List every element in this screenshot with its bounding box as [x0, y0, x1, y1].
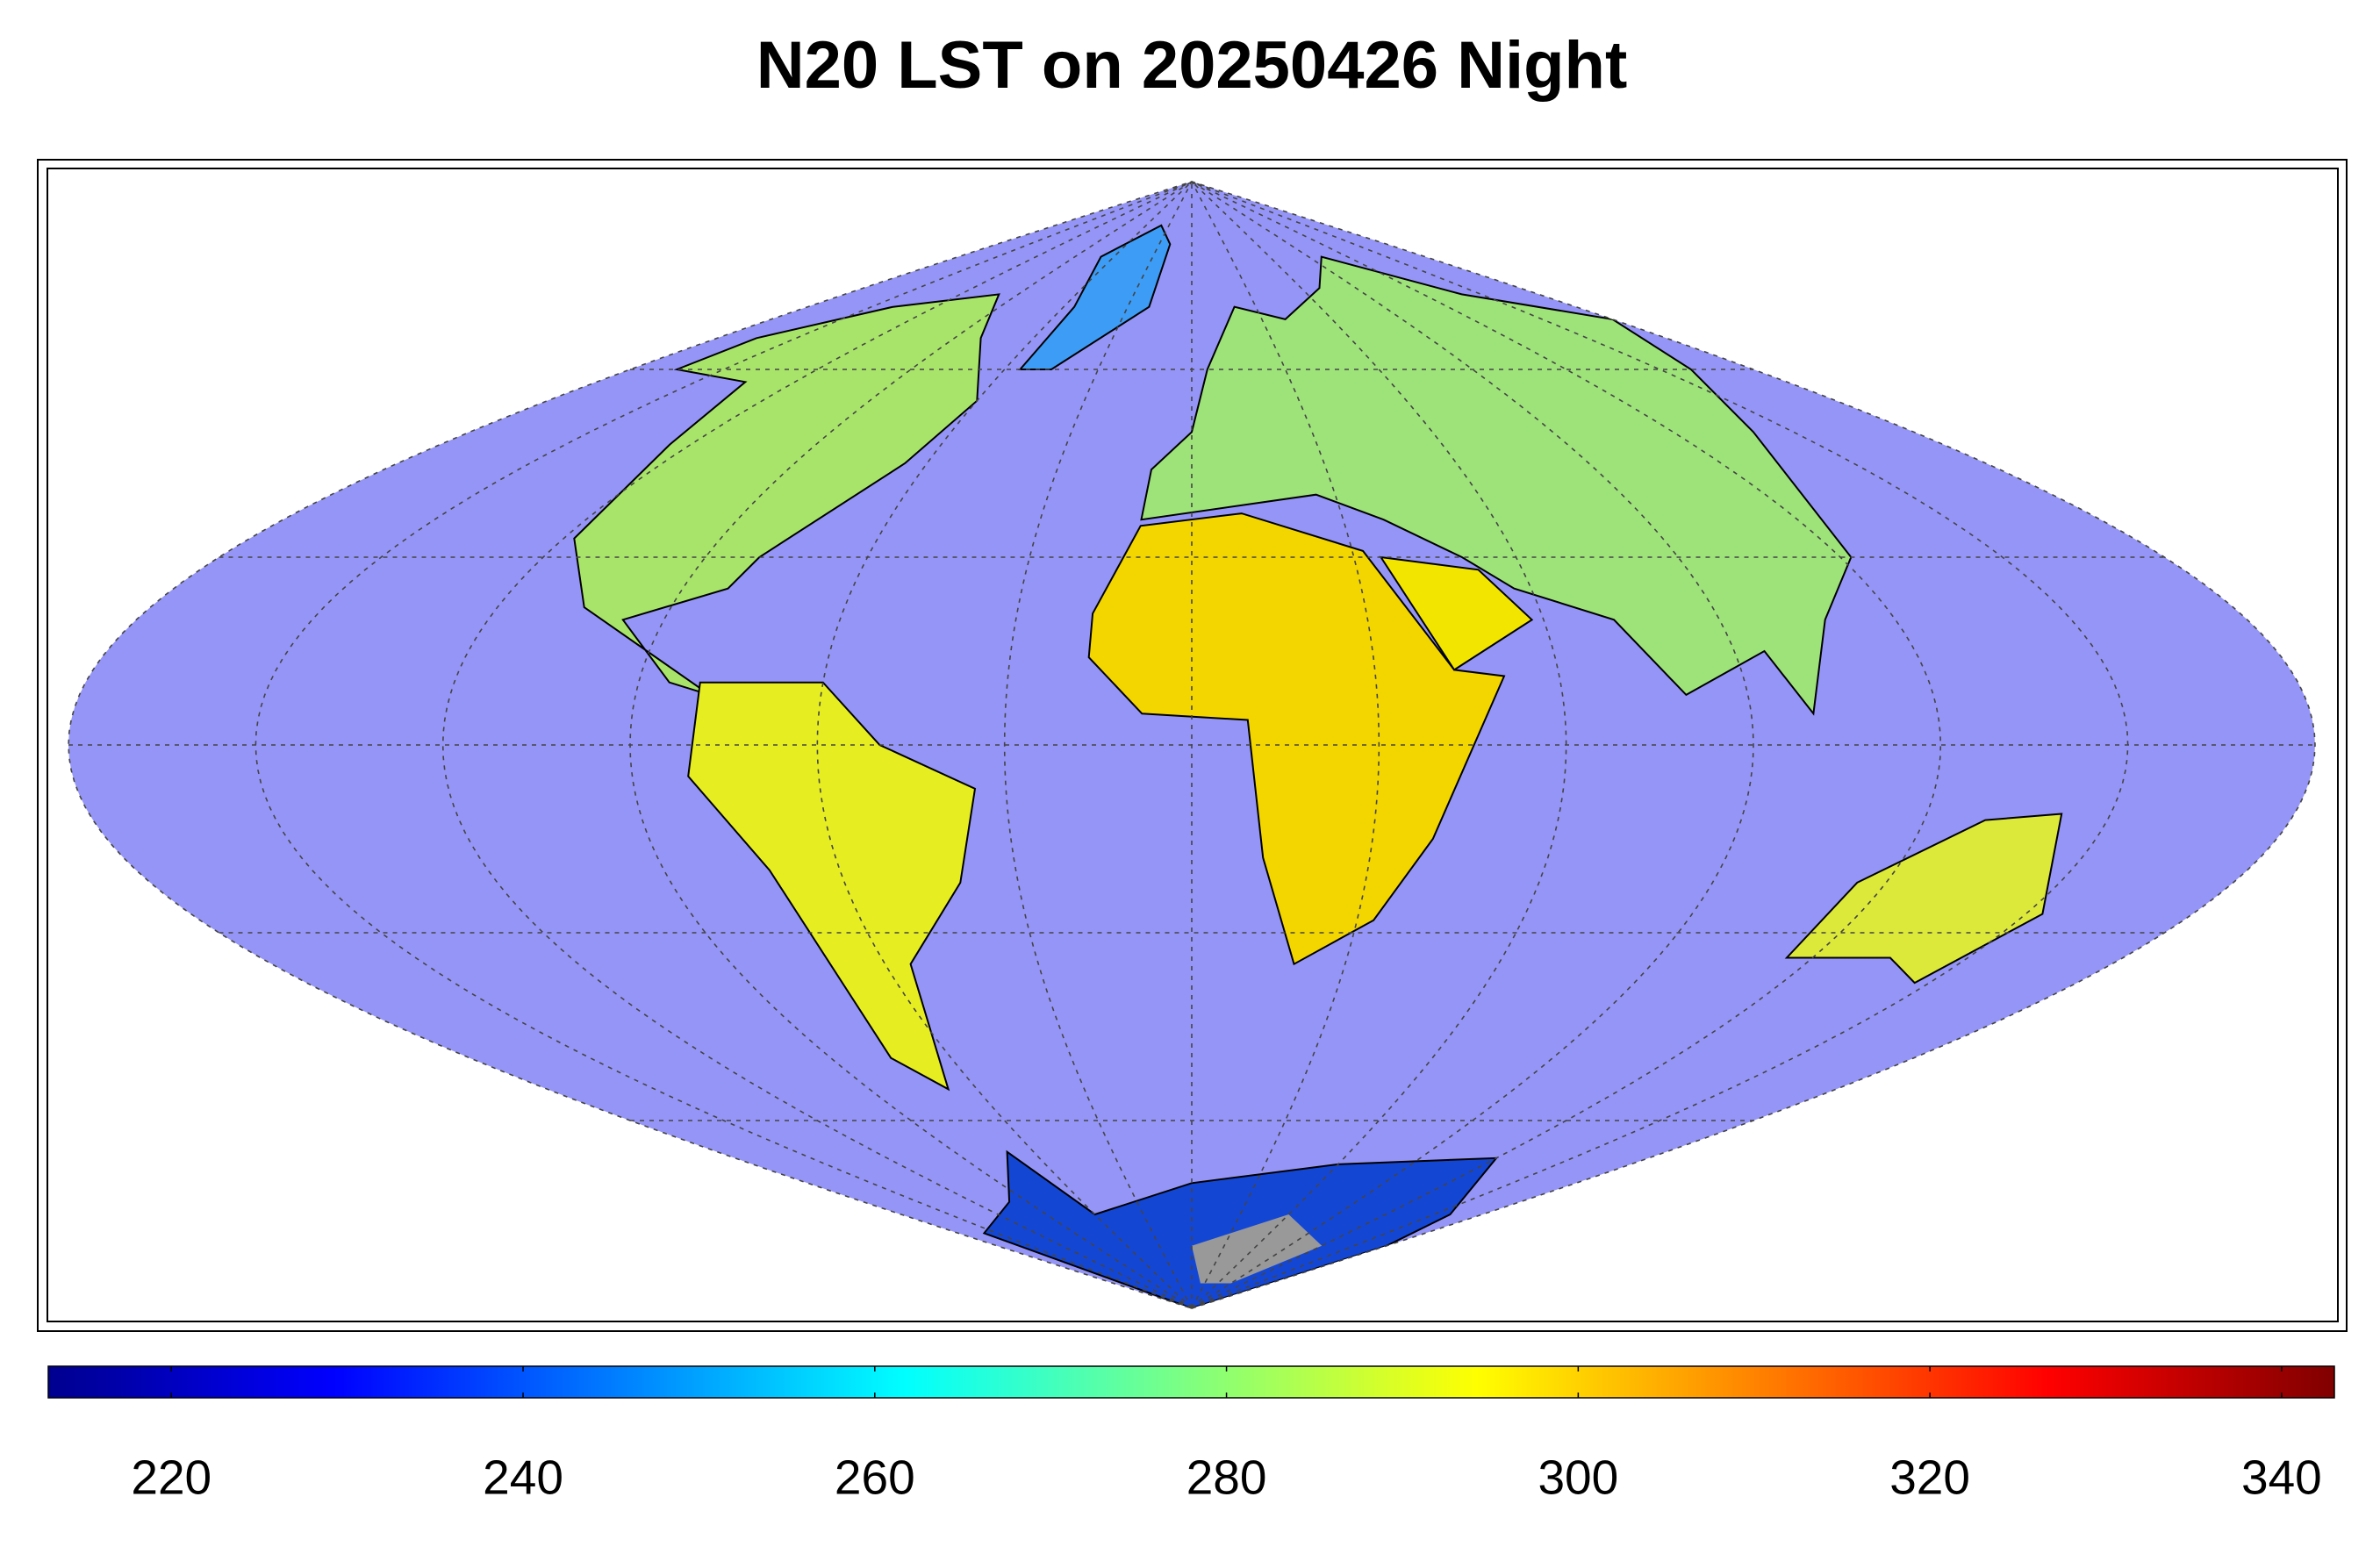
greenland [1018, 224, 1172, 370]
north-america [573, 293, 1000, 696]
meridian [1191, 181, 1380, 1309]
colorbar-tick-label: 300 [1538, 1450, 1618, 1505]
ice-core [1192, 1214, 1323, 1284]
colorbar-tick-label: 340 [2241, 1450, 2322, 1505]
south-america [687, 681, 977, 1092]
meridian [816, 181, 1193, 1309]
map [68, 181, 2316, 1309]
colorbar: 220 240 260 280 300 320 340 [47, 1365, 2335, 1505]
colorbar-tick-label: 220 [131, 1450, 211, 1505]
australia [1784, 813, 2063, 985]
meridian [1191, 181, 1942, 1309]
arabia [1379, 555, 1534, 671]
outer-frame [37, 159, 2348, 1332]
globe-edge [68, 181, 2316, 1309]
eurasia [1140, 255, 1853, 716]
colorbar-tick-label: 280 [1186, 1450, 1267, 1505]
colorbar-tick-label: 240 [483, 1450, 563, 1505]
africa [1087, 512, 1506, 966]
inner-frame [47, 168, 2339, 1322]
meridian [1003, 181, 1193, 1309]
colorbar-tick-label: 260 [835, 1450, 915, 1505]
graticule [68, 181, 2315, 1309]
land [573, 224, 2063, 1308]
colorbar-scale [47, 1365, 2335, 1399]
meridian [1191, 181, 1567, 1309]
title: N20 LST on 20250426 Night [756, 28, 1628, 103]
colorbar-tick-label: 320 [1889, 1450, 1970, 1505]
